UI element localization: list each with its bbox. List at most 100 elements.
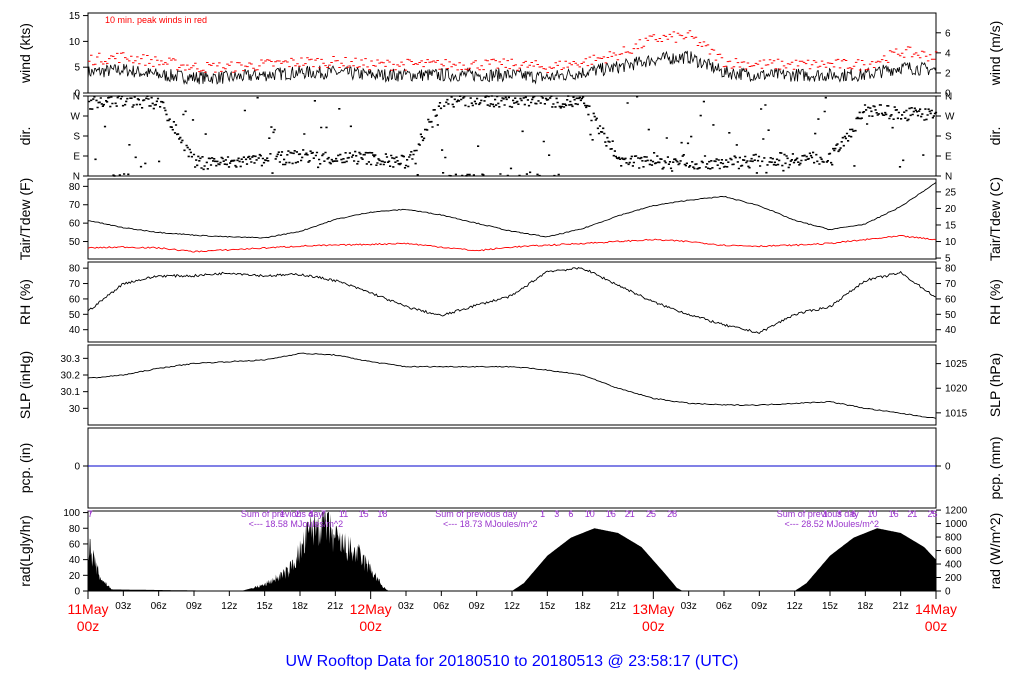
y-tick-label: 30.3 xyxy=(61,354,81,365)
y-tick-label-right: E xyxy=(945,152,952,163)
y-tick-label: 70 xyxy=(69,279,81,290)
y-tick-label: 0 xyxy=(74,89,80,100)
y-tick-label-right: 0 xyxy=(945,462,951,473)
y-tick-label-right: 70 xyxy=(945,279,957,290)
y-tick-label-right: 15 xyxy=(945,220,957,231)
y-tick-label-right: 0 xyxy=(945,89,951,100)
pressure-panel-frame xyxy=(87,344,937,426)
sea-level-pressure-line xyxy=(87,352,937,419)
y-tick-label: 60 xyxy=(69,219,81,230)
y-tick-label: 5 xyxy=(74,63,80,74)
x-tick-label: 21z xyxy=(327,601,343,612)
wind-panel: 0 5 10 15 0 2 4 6 wind (kts) wind (m/s) 10 min. pe… xyxy=(17,11,1003,99)
dew-point-line xyxy=(87,235,937,253)
solar-radiation-area xyxy=(88,512,936,591)
y-tick-label: 50 xyxy=(69,237,81,248)
y-tick-label: N xyxy=(73,92,80,103)
x-tick-label: 21z xyxy=(893,601,909,612)
y-tick-label-right: 1000 xyxy=(945,519,968,530)
solar-hour-label: 3 xyxy=(837,509,842,519)
solar-hour-label: 2 xyxy=(295,509,300,519)
solar-hour-label: 15 xyxy=(359,509,369,519)
x-tick-label: 03z xyxy=(398,601,414,612)
y-axis-label-right: Tair/Tdew (C) xyxy=(987,177,1003,261)
relative-humidity-line xyxy=(87,267,937,334)
y-tick-label-right: S xyxy=(945,132,952,143)
mean-wind-line xyxy=(87,50,937,85)
y-tick-label-right: 800 xyxy=(945,533,962,544)
y-tick-label-right: 0 xyxy=(945,587,951,598)
y-tick-label-right: 80 xyxy=(945,264,957,275)
y-axis-label-right: rad (W/m^2) xyxy=(987,513,1003,590)
daily-sum-value: <--- 18.58 MJoules/m^2 xyxy=(249,519,344,529)
y-tick-label: 40 xyxy=(69,325,81,336)
y-tick-label-right: 50 xyxy=(945,310,957,321)
solar-hour-label: 4 xyxy=(308,509,313,519)
y-tick-label-right: 1025 xyxy=(945,359,968,370)
y-tick-label: 30.2 xyxy=(61,371,81,382)
x-tick-label: 12z xyxy=(787,601,803,612)
y-axis-label-right: dir. xyxy=(987,127,1003,146)
date-time-label: 00z xyxy=(359,618,382,634)
y-tick-label: 70 xyxy=(69,200,81,211)
y-tick-label-right: 4 xyxy=(945,48,951,59)
wind-annotation: 10 min. peak winds in red xyxy=(105,15,207,25)
solar-hour-label: 16 xyxy=(889,509,899,519)
y-tick-label: E xyxy=(73,152,80,163)
x-tick-label: 03z xyxy=(115,601,131,612)
y-axis-label-right: pcp. (mm) xyxy=(987,437,1003,500)
y-tick-label-right: 1020 xyxy=(945,384,968,395)
pressure-panel: 30 30.1 30.2 30.3 1015 1020 1025 SLP (inHg) SLP … xyxy=(17,344,1003,426)
y-axis-label: pcp. (in) xyxy=(17,443,33,494)
solar-hour-label: 16 xyxy=(606,509,616,519)
chart-title: UW Rooftop Data for 20180510 to 20180513… xyxy=(286,653,739,670)
y-tick-label-right: 20 xyxy=(945,204,957,215)
x-tick-label: 03z xyxy=(681,601,697,612)
y-tick-label: 80 xyxy=(69,182,81,193)
y-axis-label-right: wind (m/s) xyxy=(987,21,1003,87)
temperature-panel: 50 60 70 80 5 10 15 20 25 Tair/Tdew (F) Tair/Tdew … xyxy=(17,177,1003,265)
date-label: 13May xyxy=(632,601,674,617)
y-axis-label-right: RH (%) xyxy=(987,279,1003,325)
x-tick-label: 12z xyxy=(504,601,520,612)
x-tick-label: 06z xyxy=(151,601,167,612)
y-tick-label-right: 60 xyxy=(945,294,957,305)
y-axis-label: rad(Lgly/hr) xyxy=(17,515,33,587)
x-tick-label: 21z xyxy=(610,601,626,612)
y-tick-label-right: 600 xyxy=(945,546,962,557)
solar-hour-label: 1 xyxy=(540,509,545,519)
y-tick-label: 30 xyxy=(69,404,81,415)
y-tick-label-right: 400 xyxy=(945,560,962,571)
solar-hour-label: 21 xyxy=(625,509,635,519)
y-axis-label: dir. xyxy=(17,127,33,146)
radiation-panel: 020406080100020040060080010001200rad(Lgl… xyxy=(17,506,1003,598)
x-tick-label: 06z xyxy=(716,601,732,612)
y-tick-label: W xyxy=(71,112,81,123)
solar-hour-label: 1 xyxy=(280,509,285,519)
y-tick-label: 0 xyxy=(74,462,80,473)
y-axis-label-right: SLP (hPa) xyxy=(987,353,1003,417)
time-axis: 03z 06z 09z 12z 15z 18z 21z 03z 06z 09z 12z 15z 18z 2… xyxy=(68,591,957,634)
peak-wind-marks xyxy=(88,30,938,73)
solar-hour-label: 6 xyxy=(851,509,856,519)
solar-hour-label: 6 xyxy=(568,509,573,519)
y-tick-label-right: 25 xyxy=(945,187,957,198)
solar-hour-label: 18 xyxy=(377,509,387,519)
date-time-label: 00z xyxy=(925,618,948,634)
air-temperature-line xyxy=(88,182,937,239)
y-axis-label: SLP (inHg) xyxy=(17,351,33,419)
x-tick-label: 09z xyxy=(469,601,485,612)
direction-panel-frame xyxy=(87,95,937,177)
y-axis-label: Tair/Tdew (F) xyxy=(17,178,33,260)
y-axis-label: RH (%) xyxy=(17,279,33,325)
daily-sum-label: Sum of previous day xyxy=(435,509,518,519)
y-tick-label: 80 xyxy=(69,264,81,275)
solar-hour-label: 7 xyxy=(321,509,326,519)
x-tick-label: 18z xyxy=(575,601,591,612)
precipitation-panel-frame xyxy=(87,427,937,509)
y-tick-label: 60 xyxy=(69,294,81,305)
y-tick-label-right: 40 xyxy=(945,325,957,336)
solar-hour-label: 25 xyxy=(646,509,656,519)
